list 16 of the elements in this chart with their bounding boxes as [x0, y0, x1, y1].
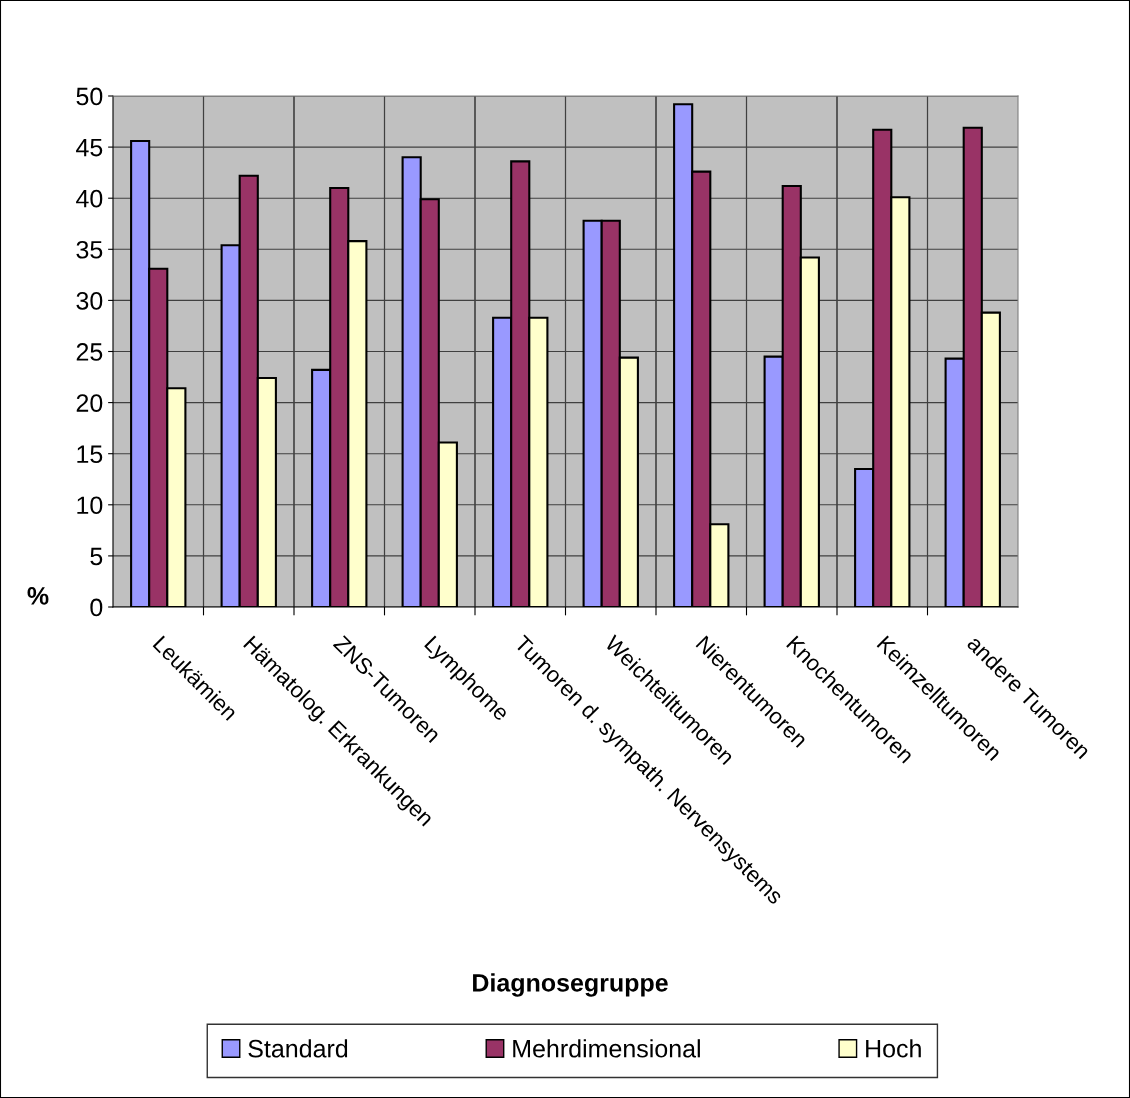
y-axis-title: %	[27, 587, 49, 605]
y-tick-label: 20	[76, 394, 103, 412]
x-axis-title: Diagnosegruppe	[473, 973, 668, 997]
y-tick-label: 25	[76, 343, 103, 361]
legend-label: Hoch	[866, 1039, 921, 1058]
y-tick-label: 0	[90, 598, 103, 617]
y-tick-label: 35	[76, 240, 103, 259]
y-tick-label: 5	[90, 547, 103, 566]
legend-label: Mehrdimensional	[513, 1039, 700, 1058]
y-tick-label: 45	[76, 138, 103, 157]
y-tick-label: 10	[77, 496, 103, 515]
y-tick-label: 50	[76, 87, 103, 106]
y-tick-label: 15	[77, 445, 103, 463]
y-tick-label: 40	[76, 189, 103, 208]
y-tick-label: 30	[76, 292, 103, 310]
legend-label: Standard	[248, 1039, 348, 1058]
